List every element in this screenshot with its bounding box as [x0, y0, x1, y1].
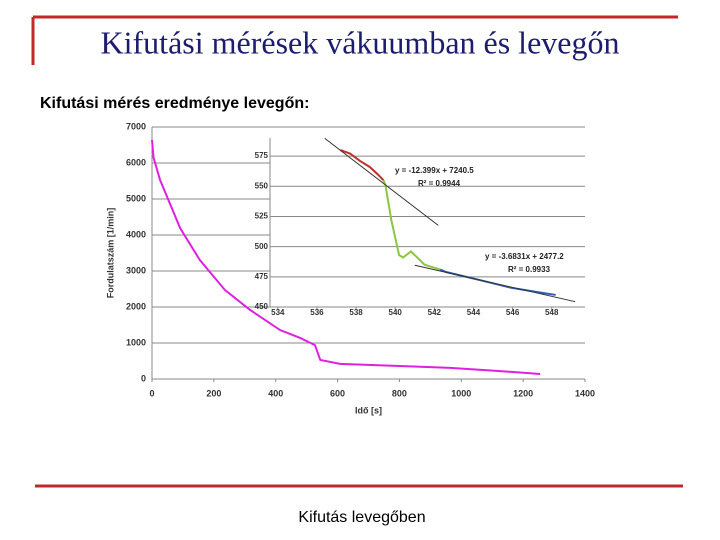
y-tick-label: 550	[255, 181, 269, 190]
x-tick-label: 1400	[575, 388, 595, 398]
x-tick-label: 1200	[513, 388, 533, 398]
x-tick-label: 536	[310, 308, 324, 317]
x-tick-label: 538	[349, 308, 363, 317]
y-tick-label: 0	[141, 373, 146, 383]
caption: Kifutás levegőben	[298, 509, 425, 526]
charts: 0 1000 2000 3000 4000 5000 6000 7000 0 200 400 600 8…	[105, 121, 595, 415]
x-tick-label: 534	[271, 308, 285, 317]
x-tick-label: 542	[428, 308, 442, 317]
x-tick-label: 1000	[451, 388, 471, 398]
x-tick-label: 546	[506, 308, 520, 317]
x-tick-label: 0	[149, 388, 154, 398]
x-tick-label: 544	[467, 308, 481, 317]
x-axis-label: Idő [s]	[355, 405, 382, 415]
y-tick-label: 6000	[126, 157, 146, 167]
trend-equation: y = -12.399x + 7240.5	[395, 166, 474, 175]
x-tick-label: 600	[330, 388, 345, 398]
slide-subtitle: Kifutási mérés eredménye levegőn:	[40, 95, 309, 112]
y-tick-label: 2000	[126, 301, 146, 311]
x-tick-label: 548	[545, 308, 559, 317]
trend-equation: R² = 0.9933	[508, 265, 551, 274]
x-tick-label: 800	[392, 388, 407, 398]
y-axis-label: Fordulatszám [1/min]	[105, 208, 115, 299]
series-line	[382, 179, 441, 271]
trend-line	[414, 264, 576, 303]
series-line	[151, 139, 541, 375]
y-tick-label: 575	[255, 151, 269, 160]
series-line	[340, 149, 385, 181]
inset-background	[270, 138, 585, 307]
y-tick-label: 475	[255, 272, 269, 281]
y-tick-label: 450	[255, 302, 269, 311]
trend-line	[324, 137, 439, 226]
slide-title: Kifutási mérések vákuumban és levegőn	[101, 24, 620, 60]
y-tick-label: 7000	[126, 121, 146, 131]
y-tick-label: 5000	[126, 193, 146, 203]
trend-equation: R² = 0.9944	[418, 179, 461, 188]
y-tick-label: 525	[255, 212, 269, 221]
x-tick-label: 540	[389, 308, 403, 317]
y-tick-label: 500	[255, 242, 269, 251]
trend-equation: y = -3.6831x + 2477.2	[485, 252, 564, 261]
x-tick-label: 200	[206, 388, 221, 398]
x-tick-label: 400	[268, 388, 283, 398]
y-tick-label: 4000	[126, 229, 146, 239]
y-tick-label: 1000	[126, 337, 146, 347]
y-tick-label: 3000	[126, 265, 146, 275]
